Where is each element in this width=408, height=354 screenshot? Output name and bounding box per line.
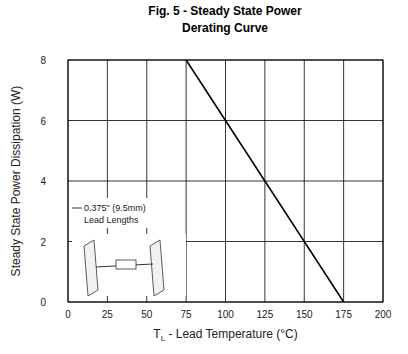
y-tick-label: 4	[40, 176, 46, 187]
y-tick-label: 8	[40, 55, 46, 66]
x-tick-label: 100	[217, 309, 234, 320]
y-axis-label: Steady State Power Dissipation (W)	[9, 86, 23, 277]
x-axis-label: TL - Lead Temperature (°C)	[153, 327, 297, 343]
annotation-text: Lead Lengths	[84, 215, 139, 225]
x-tick-label: 50	[141, 309, 153, 320]
plot-frame	[68, 60, 383, 302]
data-layer	[186, 60, 344, 302]
y-tick-label: 6	[40, 116, 46, 127]
subtitle: Derating Curve	[182, 21, 268, 35]
annotation-text: 0.375" (9.5mm)	[84, 203, 146, 213]
x-tick-label: 150	[296, 309, 313, 320]
component-sketch	[72, 234, 186, 296]
series-line	[186, 60, 344, 302]
x-axis-label-part: - Lead Temperature (°C)	[165, 327, 298, 341]
chart: Fig. 5 - Steady State Power Derating Curv…	[0, 0, 408, 354]
x-tick-label: 0	[65, 309, 71, 320]
annotation-bg	[80, 198, 162, 228]
grid	[68, 60, 383, 302]
chart-root: Fig. 5 - Steady State Power Derating Curv…	[0, 0, 408, 354]
x-tick-label: 200	[375, 309, 392, 320]
terminal	[150, 240, 164, 296]
annotation: 0.375" (9.5mm) Lead Lengths	[72, 198, 162, 228]
title: Fig. 5 - Steady State Power	[148, 4, 302, 18]
x-tick-label: 25	[102, 309, 114, 320]
y-tick-label: 0	[40, 297, 46, 308]
terminal	[84, 240, 98, 296]
diode-body	[116, 260, 136, 269]
sketch-bg	[72, 234, 186, 296]
y-grid-line	[68, 181, 383, 182]
y-tick-label: 2	[40, 237, 46, 248]
x-tick-label: 75	[181, 309, 193, 320]
x-tick-label: 125	[257, 309, 274, 320]
annotation-leader	[72, 208, 82, 209]
x-tick-label: 175	[335, 309, 352, 320]
